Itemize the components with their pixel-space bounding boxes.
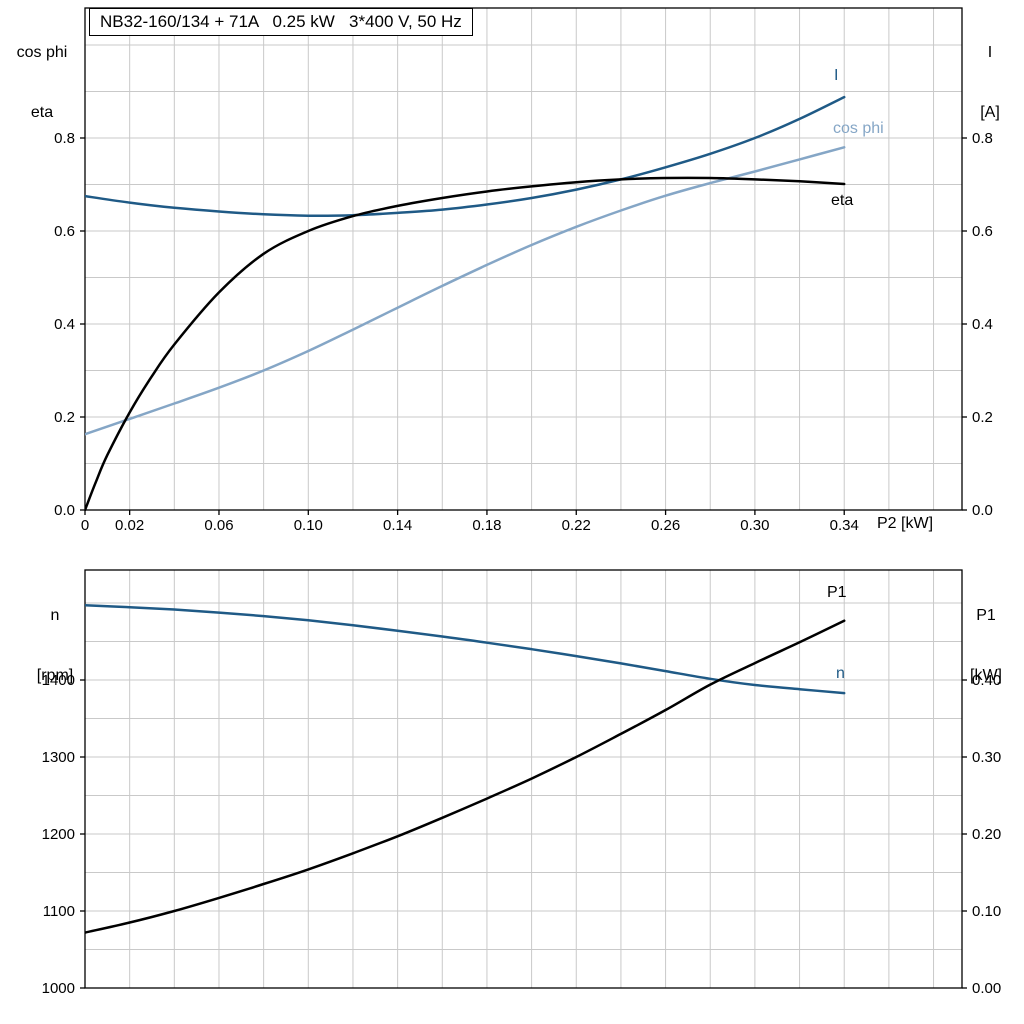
svg-text:0.00: 0.00	[972, 980, 1001, 997]
axis-corner-bottom-left: n [rpm]	[20, 566, 90, 726]
axis-corner-bottom-right: P1 [kW]	[956, 566, 1016, 726]
svg-text:0.0: 0.0	[972, 502, 993, 519]
curve-label-p1: P1	[827, 584, 847, 601]
speed-axis-label: n	[50, 607, 60, 624]
axis-corner-top-right: I [A]	[962, 3, 1018, 163]
svg-text:0.4: 0.4	[54, 316, 75, 333]
svg-text:0.34: 0.34	[830, 517, 859, 534]
p1-axis-label: P1	[976, 607, 996, 624]
ampere-unit-label: [A]	[980, 104, 1000, 121]
cos-phi-axis-label: cos phi	[16, 44, 68, 61]
axis-corner-top-left: cos phi eta	[4, 3, 80, 163]
svg-text:0.0: 0.0	[54, 502, 75, 519]
curve-label-cos-phi: cos phi	[833, 120, 884, 137]
svg-text:0.30: 0.30	[972, 749, 1001, 766]
curve-label-n: n	[836, 665, 845, 682]
svg-text:0.6: 0.6	[972, 223, 993, 240]
svg-text:0: 0	[81, 517, 89, 534]
svg-text:1300: 1300	[42, 749, 75, 766]
svg-text:1100: 1100	[43, 903, 75, 920]
svg-text:0.22: 0.22	[562, 517, 591, 534]
svg-text:0.2: 0.2	[54, 409, 75, 426]
svg-text:0.6: 0.6	[54, 223, 75, 240]
svg-text:0.26: 0.26	[651, 517, 680, 534]
svg-text:0.8: 0.8	[972, 130, 993, 147]
rpm-unit-label: [rpm]	[36, 667, 74, 684]
x-axis-unit-label: P2 [kW]	[877, 515, 934, 532]
svg-text:0.10: 0.10	[294, 517, 323, 534]
svg-text:0.20: 0.20	[972, 826, 1001, 843]
svg-text:0.2: 0.2	[972, 409, 993, 426]
svg-text:1200: 1200	[42, 826, 75, 843]
svg-text:0.30: 0.30	[740, 517, 769, 534]
svg-text:0.06: 0.06	[204, 517, 233, 534]
current-axis-label: I	[987, 44, 993, 61]
svg-text:0.10: 0.10	[972, 903, 1001, 920]
svg-text:0.40: 0.40	[972, 672, 1001, 689]
eta-axis-label: eta	[30, 104, 54, 121]
title-box: NB32-160/134 + 71A 0.25 kW 3*400 V, 50 H…	[89, 8, 473, 36]
svg-text:0.14: 0.14	[383, 517, 412, 534]
svg-text:1000: 1000	[42, 980, 75, 997]
kw-unit-label: [kW]	[970, 667, 1002, 684]
svg-text:1400: 1400	[42, 672, 75, 689]
svg-text:0.8: 0.8	[54, 130, 75, 147]
svg-text:0.18: 0.18	[472, 517, 501, 534]
svg-text:0.02: 0.02	[115, 517, 144, 534]
curve-label-current: I	[834, 67, 839, 84]
svg-text:0.4: 0.4	[972, 316, 993, 333]
curve-label-eta: eta	[831, 192, 854, 209]
